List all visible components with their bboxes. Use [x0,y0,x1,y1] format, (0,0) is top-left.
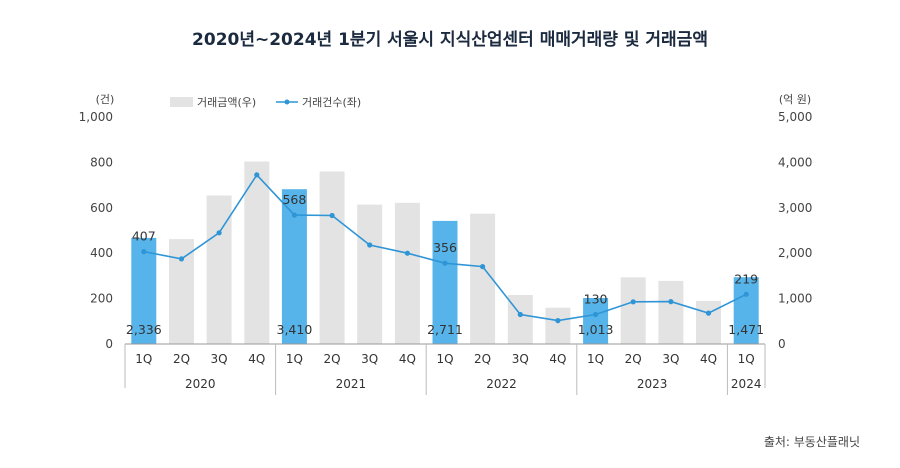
transactions-point [404,250,410,256]
amount-data-label: 1,013 [578,322,614,337]
legend-line-marker [284,99,290,105]
transactions-point [291,212,297,218]
year-tick-label: 2020 [185,377,216,391]
transactions-data-label: 356 [433,240,457,255]
quarter-tick-label: 3Q [662,352,679,366]
left-axis-unit: (건) [96,93,115,106]
amount-bar [545,307,571,344]
quarter-tick-label: 2Q [474,352,491,366]
legend-bar-swatch [170,97,193,107]
left-tick-label: 0 [105,337,113,351]
amount-bar [319,171,345,344]
year-tick-label: 2023 [637,377,668,391]
transactions-data-label: 568 [282,192,306,207]
right-axis-ticks: 0 1,000 2,000 3,000 4,000 5,000 [778,110,812,351]
transactions-point [254,172,260,178]
amount-bar [432,220,458,344]
amount-data-label: 3,410 [277,322,313,337]
transactions-point [329,212,335,219]
quarter-tick-label: 2Q [324,352,341,366]
quarter-tick-label: 1Q [436,352,453,366]
quarter-tick-label: 4Q [549,352,566,366]
amount-data-label: 2,711 [427,322,463,337]
transactions-data-label: 407 [132,229,156,244]
amount-bar [206,195,232,344]
transactions-point [743,291,749,297]
year-tick-label: 2024 [731,377,762,391]
amount-bar [733,277,759,344]
left-tick-label: 800 [90,155,113,169]
amount-bar [281,189,307,344]
transactions-point [517,311,523,318]
right-tick-label: 0 [778,337,786,351]
amount-bar [658,280,684,344]
quarter-tick-label: 2Q [625,352,642,366]
transactions-point [593,311,599,318]
amount-data-label: 1,471 [728,322,764,337]
transactions-point [178,256,185,262]
quarter-tick-label: 3Q [512,352,529,366]
year-tick-label: 2021 [336,377,367,391]
quarter-tick-label: 1Q [587,352,604,366]
left-tick-label: 600 [90,201,113,215]
transactions-point [141,249,147,255]
amount-bar [583,298,609,344]
data-labels: 407 2,336 568 3,410 356 2,711 130 1,013 219 1,471 [126,192,764,337]
quarter-tick-label: 4Q [700,352,717,366]
quarter-tick-label: 1Q [286,352,303,366]
amount-bar [696,300,721,344]
amount-bar [357,204,383,344]
x-axis: 1Q 2Q 3Q 4Q 1Q 2Q 3Q 4Q 1Q 2Q 3Q 4Q 1Q 2Q 3Q 4Q 1Q 2020 20… [124,343,766,395]
amount-bar [470,213,496,344]
right-tick-label: 1,000 [778,292,812,306]
year-tick-label: 2022 [486,377,517,391]
left-tick-label: 200 [90,292,113,306]
right-axis-unit: (억 원) [779,93,811,106]
right-tick-label: 5,000 [778,110,812,124]
right-tick-label: 2,000 [778,246,812,260]
quarter-tick-label: 1Q [135,352,152,366]
transactions-point [705,310,712,316]
right-tick-label: 3,000 [778,201,812,215]
quarter-tick-label: 3Q [211,352,228,366]
left-tick-label: 400 [90,246,113,260]
transactions-point [367,242,373,248]
transactions-data-label: 130 [584,292,608,307]
amount-bar [620,277,646,344]
amount-bar [131,237,157,344]
transactions-line [141,172,749,324]
quarter-tick-label: 4Q [399,352,416,366]
left-tick-label: 1,000 [79,110,113,124]
chart-title: 2020년~2024년 1분기 서울시 지식산업센터 매매거래량 및 거래금액 [192,30,708,50]
transactions-point [216,230,222,236]
transactions-data-label: 219 [734,271,758,286]
quarter-tick-label: 1Q [738,352,755,366]
left-axis-ticks: 0 200 400 600 800 1,000 [79,110,113,351]
amount-bar [169,239,194,344]
transactions-point [442,260,448,266]
legend: 거래금액(우) 거래건수(좌) [170,96,361,109]
quarter-tick-label: 3Q [361,352,378,366]
amount-bar [394,202,420,344]
right-tick-label: 4,000 [778,155,812,169]
legend-bar-label: 거래금액(우) [197,96,256,109]
legend-line-label: 거래건수(좌) [302,96,361,109]
quarter-tick-label: 4Q [248,352,265,366]
transactions-point [668,299,674,305]
transactions-point [480,264,486,270]
quarter-tick-label: 2Q [173,352,190,366]
transactions-point [630,299,636,305]
source-note: 출처: 부동산플래닛 [764,435,860,449]
amount-data-label: 2,336 [126,322,162,337]
amount-bar [244,161,270,344]
transactions-point [555,318,561,324]
